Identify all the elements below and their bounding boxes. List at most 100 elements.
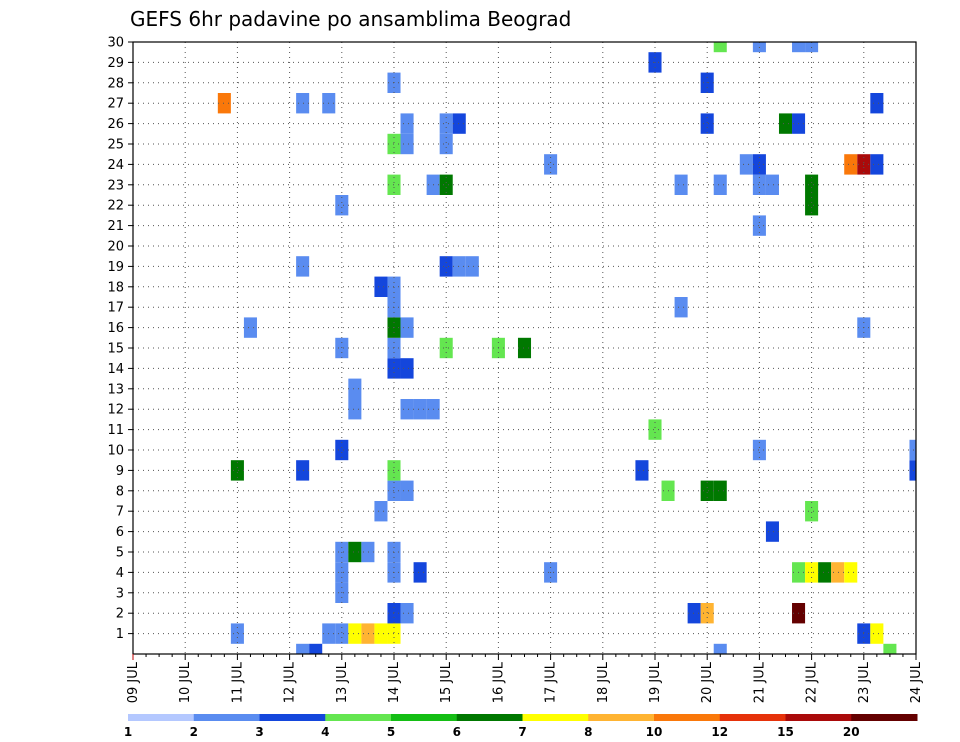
y-tick-label: 12: [107, 403, 124, 418]
heatmap-cell: [348, 541, 362, 563]
colorbar-swatch: [719, 714, 786, 721]
y-tick-label: 8: [116, 484, 124, 499]
heatmap-cell: [752, 215, 766, 236]
heatmap-cell: [348, 378, 362, 399]
heatmap-cell: [439, 133, 453, 155]
x-tick-label: 16 JUL: [491, 661, 506, 703]
heatmap-cell: [335, 195, 349, 216]
heatmap-cell: [296, 93, 310, 114]
y-tick-label: 16: [107, 321, 124, 336]
x-tick-label: 18 JUL: [596, 661, 611, 703]
heatmap-cell: [400, 133, 414, 155]
y-tick-label: 18: [107, 280, 124, 295]
colorbar-swatch: [851, 714, 918, 721]
y-tick-label: 17: [107, 301, 124, 316]
colorbar-label: 1: [124, 725, 132, 739]
heatmap-cell: [687, 603, 701, 624]
colorbar-label: 2: [190, 725, 198, 739]
colorbar: 1 2 3 4 5 6 7 8 10 12 15 20: [124, 714, 918, 739]
y-tick-label: 5: [116, 546, 124, 561]
heatmap-cell: [909, 439, 916, 461]
colorbar-swatch: [456, 714, 523, 721]
colorbar-label: 12: [711, 725, 728, 739]
heatmap-cell: [739, 154, 753, 175]
colorbar-label: 4: [321, 725, 329, 739]
heatmap-cell: [335, 439, 349, 461]
heatmap-cell: [296, 460, 310, 481]
heatmap-cell: [544, 154, 558, 175]
colorbar-swatch: [785, 714, 852, 721]
colorbar-swatch: [391, 714, 458, 721]
y-tick-label: 13: [107, 382, 124, 397]
heatmap-cell: [348, 623, 362, 644]
heatmap-cell: [765, 174, 779, 195]
heatmap-cell: [374, 623, 388, 644]
heatmap-cell: [400, 603, 414, 624]
y-tick-label: 2: [116, 607, 124, 622]
heatmap-cell: [452, 256, 466, 277]
heatmap-cell: [700, 113, 714, 134]
colorbar-label: 20: [843, 725, 860, 739]
heatmap-cell: [361, 623, 375, 644]
colorbar-swatch: [259, 714, 326, 721]
heatmap-cell: [909, 460, 916, 481]
x-tick-label: 13 JUL: [335, 661, 350, 703]
x-tick-label: 17 JUL: [544, 661, 559, 703]
x-tick-label: 24 JUL: [909, 661, 924, 703]
colorbar-swatch: [325, 714, 392, 721]
colorbar-label: 15: [777, 725, 794, 739]
x-tick-label: 15 JUL: [439, 661, 454, 703]
colorbar-label: 3: [255, 725, 263, 739]
heatmap-cell: [844, 154, 858, 175]
heatmap-cell: [400, 358, 414, 379]
heatmap-cell: [700, 603, 714, 624]
y-axis: 1234567891011121314151617181920212223242…: [107, 36, 133, 642]
heatmap-cell: [439, 256, 453, 277]
x-tick-label: 19 JUL: [648, 661, 663, 703]
heatmap-cell: [792, 42, 806, 53]
heatmap-cell: [374, 276, 388, 297]
heatmap-cell: [413, 399, 427, 420]
y-tick-label: 21: [107, 219, 124, 234]
heatmap-cell: [752, 174, 766, 195]
heatmap-cell: [296, 643, 310, 654]
y-tick-label: 30: [107, 36, 124, 51]
x-tick-label: 09 JUL: [126, 661, 141, 703]
heatmap-cell: [217, 93, 231, 114]
heatmap-cell: [870, 154, 884, 175]
y-tick-label: 25: [107, 138, 124, 153]
heatmap-cell: [674, 174, 688, 195]
heatmap-cell: [648, 419, 662, 440]
heatmap-cell: [400, 480, 414, 501]
heatmap-cell: [400, 317, 414, 338]
heatmap-cell: [243, 317, 257, 338]
x-tick-label: 14 JUL: [387, 661, 402, 703]
x-tick-label: 20 JUL: [700, 661, 715, 703]
heatmap-cell: [309, 643, 323, 654]
heatmap-cell: [348, 399, 362, 420]
heatmap-cell: [752, 439, 766, 461]
y-tick-label: 1: [116, 627, 124, 642]
heatmap-cell: [870, 623, 884, 644]
heatmap-cell: [439, 113, 453, 134]
y-tick-label: 29: [107, 56, 124, 71]
y-tick-label: 27: [107, 97, 124, 112]
heatmap-cell: [517, 337, 532, 359]
heatmap-cell: [230, 623, 244, 644]
heatmap-cell: [374, 501, 388, 522]
colorbar-label: 10: [646, 725, 663, 739]
grid-lines: [133, 42, 916, 654]
heatmap-cell: [230, 460, 244, 481]
heatmap-cell: [805, 195, 819, 216]
x-tick-label: 10 JUL: [178, 661, 193, 703]
heatmap-cell: [765, 521, 779, 542]
heatmap-cell: [465, 256, 479, 277]
colorbar-swatch: [193, 714, 260, 721]
heatmap-cell: [400, 113, 414, 134]
x-tick-label: 12 JUL: [283, 661, 298, 703]
heatmap-cell: [713, 480, 727, 501]
heatmap-cell: [778, 113, 793, 134]
heatmap-cell: [452, 113, 466, 134]
heatmap-cells: [217, 42, 916, 654]
